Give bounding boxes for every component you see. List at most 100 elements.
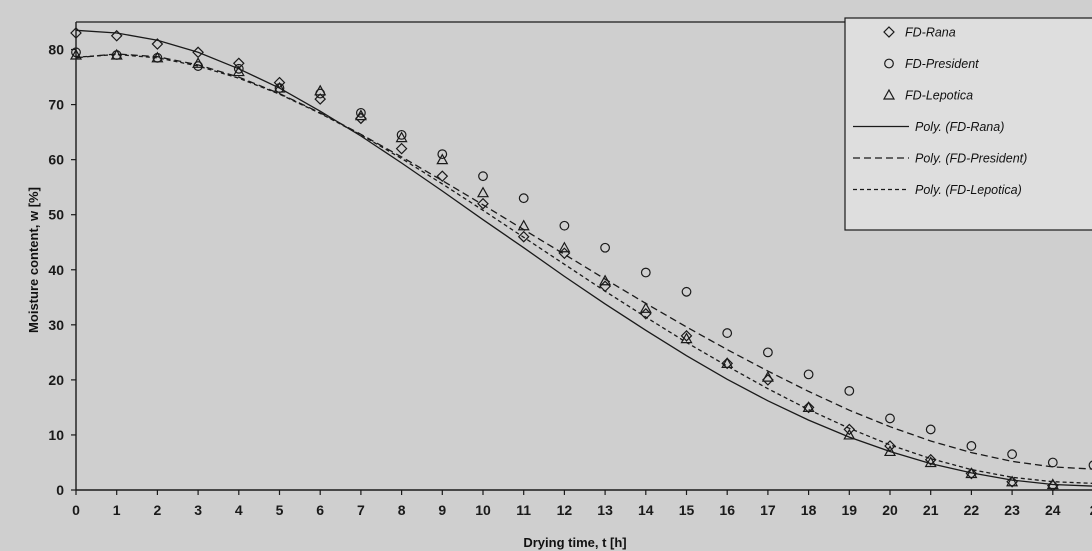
point-fd-president xyxy=(71,47,81,58)
x-tick-label: 15 xyxy=(679,502,695,518)
point-fd-rana xyxy=(110,29,123,42)
y-tick-label: 80 xyxy=(48,42,64,58)
x-tick-label: 13 xyxy=(597,502,613,518)
x-tick-label: 0 xyxy=(72,502,80,518)
point-fd-president xyxy=(681,286,692,297)
legend: FD-Rana FD-President FD-Lepotica Poly. (FD-… xyxy=(844,17,1092,231)
y-axis-ticks: 0 10 20 30 40 50 60 70 80 xyxy=(48,42,76,498)
point-fd-president xyxy=(925,424,936,435)
point-fd-lepotica xyxy=(1046,478,1059,490)
point-fd-president xyxy=(844,385,855,396)
point-fd-lepotica xyxy=(761,370,774,382)
point-fd-president xyxy=(640,267,651,278)
point-fd-lepotica xyxy=(965,467,978,479)
legend-label: FD-Lepotica xyxy=(905,89,973,103)
point-fd-president xyxy=(1007,449,1017,460)
x-tick-label: 14 xyxy=(638,502,654,518)
x-tick-label: 20 xyxy=(882,502,898,518)
x-tick-label: 2 xyxy=(1090,502,1092,518)
point-fd-lepotica xyxy=(639,302,652,313)
x-tick-label: 10 xyxy=(475,502,491,518)
point-fd-president xyxy=(518,193,529,204)
x-tick-label: 16 xyxy=(719,502,735,518)
point-fd-president xyxy=(966,441,977,451)
point-fd-rana xyxy=(680,329,693,342)
point-fd-lepotica xyxy=(680,332,693,344)
point-fd-lepotica xyxy=(395,131,408,143)
point-fd-president xyxy=(1088,460,1092,470)
curve-poly-fd-rana xyxy=(75,29,1092,487)
x-tick-label: 5 xyxy=(276,502,284,518)
legend-triangle-swatch xyxy=(882,88,896,100)
x-tick-label: 7 xyxy=(357,502,365,518)
point-fd-president xyxy=(1047,457,1058,468)
point-fd-rana xyxy=(70,27,82,39)
point-fd-president xyxy=(600,242,610,253)
y-tick-label: 40 xyxy=(48,262,64,278)
point-fd-rana xyxy=(1006,475,1018,488)
x-tick-label: 2 xyxy=(154,502,162,518)
point-fd-president xyxy=(233,63,244,74)
y-tick-label: 10 xyxy=(48,427,64,443)
point-fd-lepotica xyxy=(476,186,490,198)
y-tick-label: 0 xyxy=(56,482,64,498)
point-fd-president xyxy=(437,149,448,160)
trend-curves xyxy=(75,29,1092,487)
point-fd-rana xyxy=(802,401,815,414)
x-tick-label: 24 xyxy=(1045,502,1061,518)
x-axis-ticks: 0 1 2 3 4 5 6 7 8 9 10 11 12 13 14 15 16 17 18 19 20 21 22 23 24… xyxy=(72,490,1092,518)
point-fd-president xyxy=(803,369,814,380)
point-fd-president xyxy=(356,107,366,118)
point-fd-rana xyxy=(843,423,856,436)
legend-box xyxy=(844,17,1092,231)
legend-label: Poly. (FD-Rana) xyxy=(915,120,1004,134)
point-fd-lepotica xyxy=(273,81,286,93)
legend-label: FD-Rana xyxy=(905,26,956,40)
point-fd-rana xyxy=(965,467,978,480)
y-axis-label: Moisture content, w [%] xyxy=(26,187,41,333)
point-fd-rana xyxy=(477,197,489,210)
x-tick-label: 22 xyxy=(964,502,980,518)
x-tick-label: 11 xyxy=(516,502,531,518)
point-fd-lepotica xyxy=(843,428,856,440)
point-fd-rana xyxy=(232,57,245,70)
x-tick-label: 9 xyxy=(438,502,446,518)
point-fd-lepotica xyxy=(721,357,734,368)
x-tick-label: 4 xyxy=(235,502,243,518)
point-fd-rana xyxy=(395,142,408,155)
point-fd-lepotica xyxy=(110,48,123,60)
curve-poly-fd-president xyxy=(75,53,1092,470)
point-fd-president xyxy=(559,220,570,231)
x-tick-label: 19 xyxy=(842,502,858,518)
point-fd-lepotica xyxy=(883,445,897,457)
point-fd-lepotica xyxy=(314,84,327,96)
point-fd-rana xyxy=(884,440,896,452)
point-fd-lepotica xyxy=(558,241,571,253)
point-fd-president xyxy=(763,347,773,358)
y-tick-label: 60 xyxy=(48,152,64,168)
point-fd-lepotica xyxy=(802,401,815,413)
legend-label: Poly. (FD-Lepotica) xyxy=(915,183,1022,197)
point-fd-rana xyxy=(1046,479,1059,492)
point-fd-rana xyxy=(314,93,327,105)
x-tick-label: 6 xyxy=(316,502,324,518)
y-tick-label: 50 xyxy=(48,207,64,223)
point-fd-lepotica xyxy=(192,57,205,68)
x-tick-label: 18 xyxy=(801,502,817,518)
point-fd-lepotica xyxy=(1006,475,1019,487)
point-fd-president xyxy=(396,129,407,140)
point-fd-rana xyxy=(924,453,937,466)
point-fd-rana xyxy=(436,170,449,183)
x-tick-label: 8 xyxy=(398,502,406,518)
point-fd-lepotica xyxy=(69,48,83,60)
y-tick-label: 70 xyxy=(48,97,64,113)
legend-label: FD-President xyxy=(905,57,979,71)
x-tick-label: 17 xyxy=(760,502,776,518)
point-fd-rana xyxy=(721,357,734,370)
x-tick-label: 3 xyxy=(194,502,202,518)
point-fd-rana xyxy=(151,38,164,50)
point-fd-rana xyxy=(762,374,774,386)
x-tick-label: 21 xyxy=(923,502,939,518)
legend-label: Poly. (FD-President) xyxy=(915,152,1027,166)
